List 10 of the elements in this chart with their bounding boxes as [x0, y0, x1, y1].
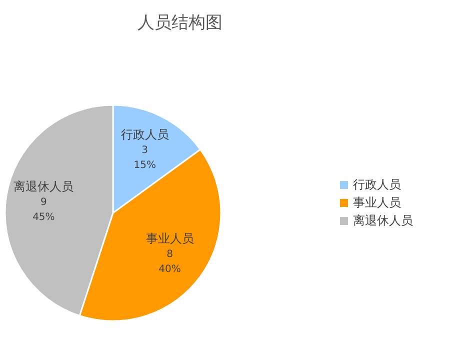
- data-label: 8 40%: [158, 248, 181, 275]
- slice-label: 行政人员: [120, 128, 169, 142]
- legend-label: 事业人员: [353, 195, 401, 210]
- data-label: 9 45%: [32, 196, 55, 223]
- slice-label: 事业人员: [146, 232, 194, 246]
- slice-label: 离退休人员: [14, 179, 74, 194]
- chart-title: 人员结构图: [138, 13, 222, 33]
- data-label: 3 15%: [134, 145, 156, 172]
- legend-label: 行政人员: [353, 177, 401, 192]
- legend-label: 离退休人员: [353, 213, 413, 228]
